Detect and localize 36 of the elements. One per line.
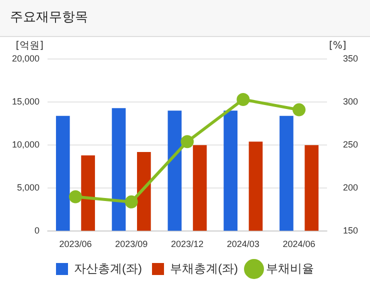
- bar: [192, 145, 207, 231]
- y2-tick-label: 350: [342, 53, 358, 64]
- y-tick-label: 0: [34, 226, 40, 236]
- y2-tick-label: 200: [342, 182, 358, 193]
- bar: [304, 145, 319, 231]
- y-tick-label: 20,000: [12, 53, 40, 64]
- bar: [81, 155, 95, 231]
- y-tick-label: 15,000: [12, 96, 40, 107]
- y2-tick-label: 150: [342, 226, 358, 236]
- bar: [112, 108, 126, 231]
- x-tick-label: 2023/06: [59, 239, 92, 250]
- legend-label: 자산총계(좌): [74, 261, 142, 276]
- bar: [280, 116, 294, 231]
- bar: [137, 152, 151, 231]
- bar: [224, 110, 238, 231]
- y-tick-label: 5,000: [16, 182, 40, 193]
- x-tick-label: 2024/06: [282, 239, 316, 250]
- x-tick-label: 2023/12: [170, 239, 204, 250]
- y-tick-label: 10,000: [12, 140, 40, 150]
- bar: [168, 110, 182, 231]
- point: [124, 195, 138, 208]
- y2-tick-label: 300: [342, 96, 358, 107]
- x-tick-label: 2023/09: [115, 239, 148, 250]
- x-tick-label: 2024/03: [226, 239, 260, 250]
- y-axis-title: [억원]: [16, 40, 44, 52]
- legend-label: 부채비율: [266, 261, 314, 276]
- y2-axis-title: [%]: [328, 40, 346, 52]
- point: [68, 190, 82, 204]
- point: [180, 135, 194, 148]
- legend-label: 부채총계(좌): [170, 261, 238, 276]
- y2-tick-label: 250: [342, 140, 358, 150]
- point: [292, 103, 306, 116]
- chart-title: 주요재무항목: [0, 0, 370, 37]
- bar: [56, 116, 70, 231]
- bar: [248, 142, 263, 231]
- point: [236, 92, 250, 106]
